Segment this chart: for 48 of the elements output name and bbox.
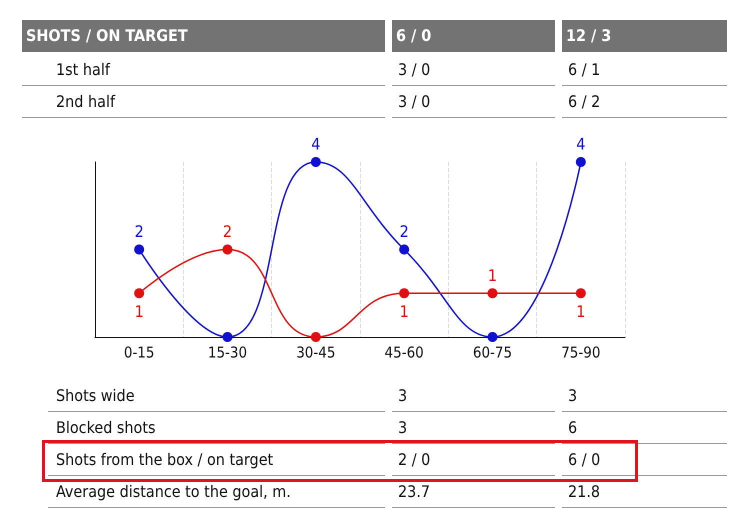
text: 3 [392, 412, 555, 444]
data-label: 2 [222, 222, 232, 241]
text: 3 / 0 [392, 54, 555, 86]
text: Blocked shots [48, 412, 385, 444]
point [134, 244, 144, 254]
text: SHOTS / ON TARGET [22, 20, 385, 52]
data-label: 1 [488, 266, 498, 285]
text: 3 [562, 380, 727, 412]
point [399, 288, 410, 298]
point [488, 288, 498, 298]
data-label: 2 [400, 222, 409, 241]
point [310, 157, 321, 167]
text: 6 [562, 412, 727, 444]
data-label: 2 [134, 222, 144, 241]
point [222, 332, 232, 342]
text: 23.7 [392, 476, 555, 508]
x-tick-label: 30-45 [296, 344, 336, 362]
point [488, 332, 498, 342]
data-label: 1 [400, 302, 409, 321]
point [222, 244, 232, 254]
data-label: 1 [576, 302, 586, 321]
point [399, 244, 410, 254]
data-label: 4 [576, 134, 586, 154]
text: 3 / 0 [392, 86, 555, 118]
x-tick-label: 15-30 [208, 344, 248, 362]
text: 3 [392, 380, 555, 412]
x-tick-label: 75-90 [561, 344, 600, 362]
text: 12 / 3 [562, 20, 727, 52]
text: 1st half [22, 54, 385, 86]
text: 21.8 [562, 476, 727, 508]
x-tick-label: 45-60 [384, 344, 424, 362]
data-label: 1 [134, 302, 144, 321]
x-tick-label: 60-75 [472, 344, 512, 362]
point [310, 332, 321, 342]
point [576, 288, 586, 298]
point [576, 157, 586, 167]
text: Average distance to the goal, m. [48, 476, 385, 508]
text: Shots from the box / on target [48, 444, 385, 476]
point [134, 288, 144, 298]
text: Shots wide [48, 380, 385, 412]
text: 6 / 0 [392, 20, 555, 52]
text: 6 / 1 [562, 54, 727, 86]
text: 2 / 0 [392, 444, 555, 476]
text: 6 / 2 [562, 86, 727, 118]
text: 2nd half [22, 86, 385, 118]
data-label: 4 [311, 134, 320, 154]
x-tick-label: 0-15 [124, 344, 154, 362]
text: 6 / 0 [562, 444, 727, 476]
